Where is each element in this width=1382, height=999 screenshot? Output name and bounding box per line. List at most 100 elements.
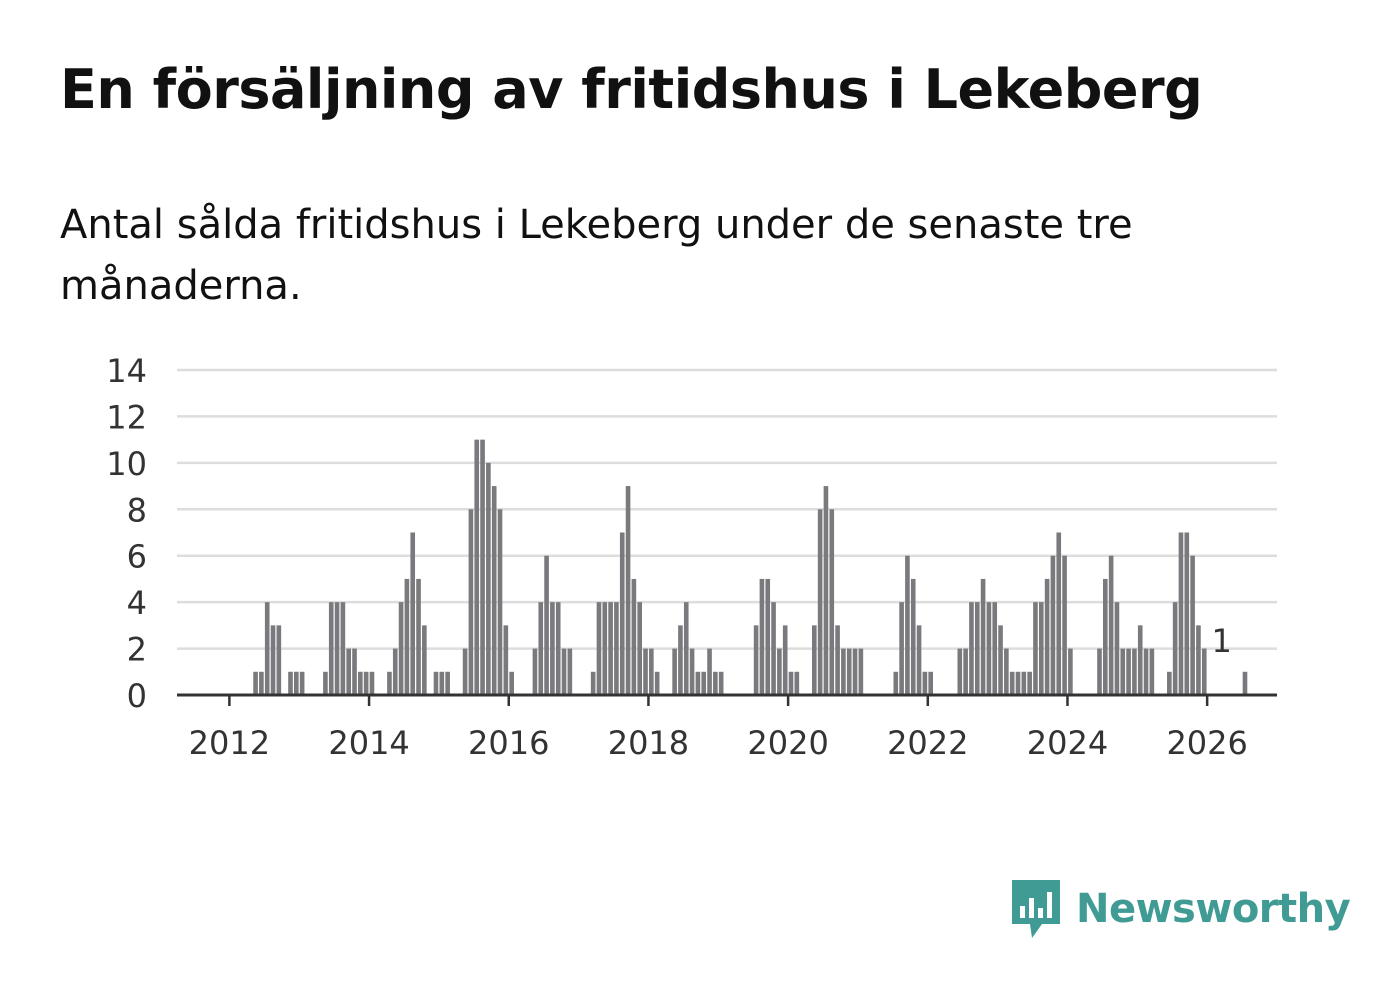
- bar: [474, 439, 480, 695]
- bar: [468, 509, 474, 695]
- x-tick-label: 2022: [887, 724, 968, 762]
- bar-chart: 0 2 4 6 8 10 12 14 1 2012 2014 2016 2018 2020 2022 2024…: [106, 352, 1277, 762]
- bar: [416, 578, 421, 695]
- bar: [486, 462, 491, 695]
- chart-subtitle: Antal sålda fritidshus i Lekeberg under …: [60, 202, 1133, 309]
- bar: [532, 648, 538, 695]
- bar: [759, 578, 765, 695]
- bar: [1242, 671, 1248, 695]
- x-axis: [177, 693, 1277, 706]
- bar: [678, 625, 683, 695]
- bar: [777, 648, 782, 695]
- bar: [1050, 555, 1056, 695]
- newsworthy-logo-icon: [1012, 880, 1060, 938]
- bar: [340, 602, 346, 695]
- bar: [445, 671, 450, 695]
- bar: [910, 578, 916, 695]
- y-tick-label: 0: [127, 677, 147, 715]
- bar: [619, 532, 625, 695]
- bar: [602, 602, 608, 695]
- bar: [1044, 578, 1050, 695]
- bar: [561, 648, 567, 695]
- bar: [841, 648, 846, 695]
- bar: [980, 578, 986, 695]
- bar: [1132, 648, 1137, 695]
- bar: [643, 648, 648, 695]
- bar: [363, 671, 369, 695]
- bar: [905, 555, 910, 695]
- bar: [782, 625, 788, 695]
- bar: [392, 648, 398, 695]
- bar: [771, 602, 776, 695]
- bar: [387, 671, 392, 695]
- bar: [1021, 671, 1027, 695]
- bar: [1167, 671, 1172, 695]
- bar: [689, 648, 695, 695]
- bar: [846, 648, 852, 695]
- y-tick-label: 6: [127, 538, 147, 576]
- bar: [858, 648, 864, 695]
- x-tick-label: 2024: [1027, 724, 1108, 762]
- bar: [1184, 532, 1190, 695]
- bar: [1108, 555, 1114, 695]
- bar: [264, 602, 270, 695]
- bar: [1097, 648, 1102, 695]
- bar: [893, 671, 899, 695]
- bar: [253, 671, 258, 695]
- x-tick-label: 2016: [468, 724, 549, 762]
- bar: [1056, 532, 1062, 695]
- bar: [1102, 578, 1108, 695]
- bars: [253, 439, 1248, 695]
- bar: [439, 671, 445, 695]
- bar: [358, 671, 363, 695]
- gridlines: [177, 368, 1277, 650]
- bar: [829, 509, 835, 695]
- bar: [753, 625, 759, 695]
- bar: [1143, 648, 1149, 695]
- bar: [1068, 648, 1073, 695]
- bar: [1126, 648, 1131, 695]
- bar: [1196, 625, 1201, 695]
- bar: [288, 671, 293, 695]
- x-tick-label: 2012: [189, 724, 270, 762]
- bar: [509, 671, 514, 695]
- bar: [765, 578, 771, 695]
- y-tick-label: 14: [106, 352, 147, 390]
- bar: [654, 671, 660, 695]
- bar: [1149, 648, 1155, 695]
- bar: [707, 648, 712, 695]
- axis-labels: 0 2 4 6 8 10 12 14 1 2012 2014 2016 2018 2020 2022 2024…: [106, 352, 1248, 762]
- bar: [713, 671, 718, 695]
- bar: [352, 648, 357, 695]
- bar: [986, 602, 992, 695]
- bar: [422, 625, 427, 695]
- bar: [1178, 532, 1184, 695]
- bar: [1033, 602, 1038, 695]
- y-tick-label: 8: [127, 491, 147, 529]
- bar: [1114, 602, 1120, 695]
- bar: [974, 602, 980, 695]
- bar: [538, 602, 544, 695]
- bar: [1172, 602, 1178, 695]
- bar: [276, 625, 282, 695]
- bar: [683, 602, 689, 695]
- bar: [969, 602, 974, 695]
- bar: [718, 671, 724, 695]
- newsworthy-logo[interactable]: Newsworthy: [1010, 878, 1351, 940]
- bar: [835, 625, 840, 695]
- x-tick-label: 2020: [747, 724, 828, 762]
- bar: [899, 602, 904, 695]
- bar: [567, 648, 573, 695]
- bar: [963, 648, 968, 695]
- bar: [270, 625, 276, 695]
- bar: [794, 671, 800, 695]
- bar: [491, 486, 497, 695]
- y-tick-label: 4: [127, 584, 147, 622]
- bar: [614, 602, 619, 695]
- bar: [555, 602, 561, 695]
- bar: [1027, 671, 1032, 695]
- bar: [701, 671, 707, 695]
- bar: [480, 439, 485, 695]
- bar: [497, 509, 503, 695]
- bar: [1201, 648, 1207, 695]
